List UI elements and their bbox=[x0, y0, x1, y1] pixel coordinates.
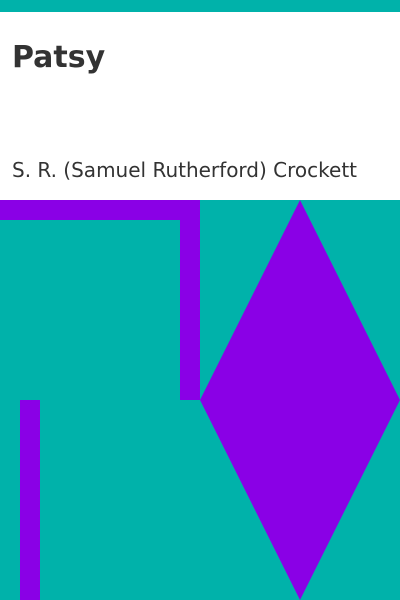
title-panel: Patsy S. R. (Samuel Rutherford) Crockett bbox=[0, 12, 400, 200]
diamond-shape bbox=[200, 200, 400, 600]
vertical-bar-lower bbox=[20, 400, 40, 600]
horizontal-bar bbox=[0, 200, 200, 220]
top-color-band bbox=[0, 0, 400, 12]
book-author: S. R. (Samuel Rutherford) Crockett bbox=[12, 158, 357, 182]
cover-artwork bbox=[0, 200, 400, 600]
book-title: Patsy bbox=[12, 40, 106, 75]
vertical-bar-upper bbox=[180, 200, 200, 400]
